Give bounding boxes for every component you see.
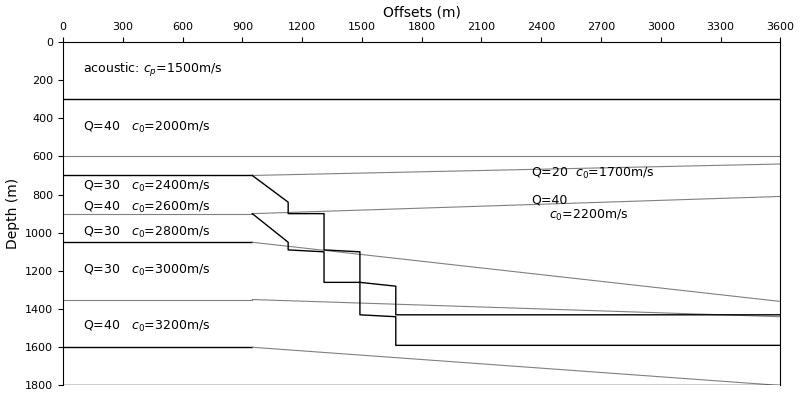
Y-axis label: Depth (m): Depth (m) <box>6 178 19 249</box>
X-axis label: Offsets (m): Offsets (m) <box>382 6 461 19</box>
Text: Q=30   $c_0$=3000m/s: Q=30 $c_0$=3000m/s <box>83 263 210 278</box>
Text: Q=40: Q=40 <box>531 194 568 207</box>
Text: Q=40   $c_0$=2000m/s: Q=40 $c_0$=2000m/s <box>83 120 210 135</box>
Text: Q=30   $c_0$=2800m/s: Q=30 $c_0$=2800m/s <box>83 225 210 240</box>
Text: $c_0$=2200m/s: $c_0$=2200m/s <box>550 208 629 223</box>
Text: Q=40   $c_0$=3200m/s: Q=40 $c_0$=3200m/s <box>83 319 210 334</box>
Text: Q=40   $c_0$=2600m/s: Q=40 $c_0$=2600m/s <box>83 200 210 216</box>
Text: acoustic: $c_p$=1500m/s: acoustic: $c_p$=1500m/s <box>83 62 222 79</box>
Text: Q=20  $c_0$=1700m/s: Q=20 $c_0$=1700m/s <box>531 166 655 181</box>
Text: Q=30   $c_0$=2400m/s: Q=30 $c_0$=2400m/s <box>83 179 210 195</box>
